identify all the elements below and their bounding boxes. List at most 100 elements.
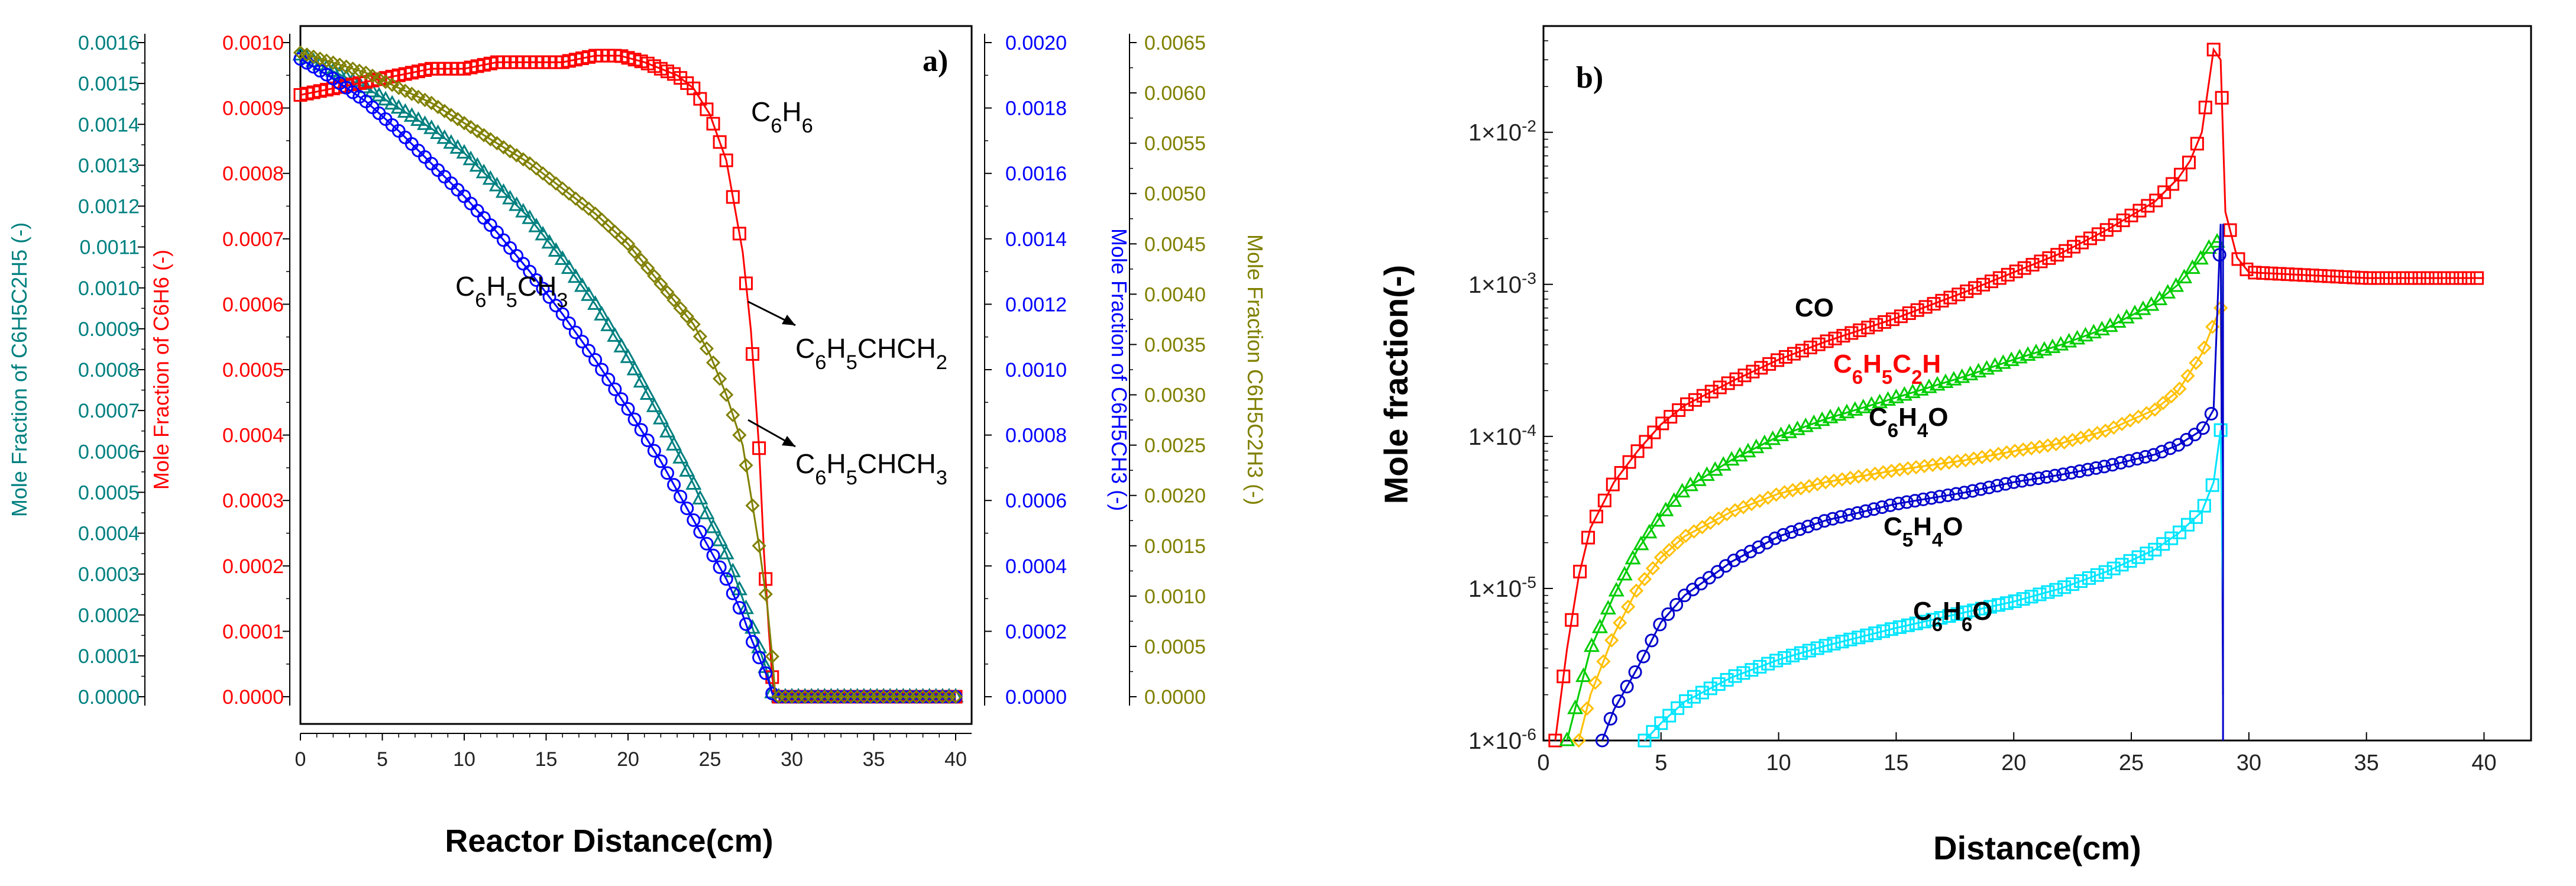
formula-part: 5: [1902, 529, 1913, 551]
marker-C6H6O: [2213, 423, 2228, 437]
marker-C6H5C2H3: [948, 689, 963, 704]
marker-C6H6O: [1942, 609, 1956, 623]
marker-C6H5C2H3: [896, 689, 911, 704]
marker-C6H6O: [1745, 663, 1759, 677]
marker-C6H5C2H5: [515, 203, 532, 218]
marker-CO: [1680, 397, 1694, 411]
marker-C6H5CH3: [765, 686, 779, 700]
marker-C6H5C2H3: [771, 689, 786, 704]
marker-C6H5C2H5: [698, 505, 715, 519]
marker-C5H4O: [1653, 617, 1667, 632]
formula-part: C: [795, 333, 815, 364]
marker-C6H6O: [2033, 587, 2047, 602]
marker-C5H4O: [2204, 407, 2218, 421]
marker-C6H5C2H5: [443, 134, 459, 149]
marker-C6H6O: [2049, 583, 2063, 597]
marker-C6H5C2H3: [876, 689, 891, 704]
label-c6h6: C6H6: [751, 96, 813, 137]
b-x-tick-label: 5: [1655, 751, 1667, 775]
marker-C6H5C2H3: [542, 171, 557, 186]
marker-CO: [1902, 306, 1916, 321]
a-y-axes: 0.00000.00010.00020.00030.00040.00050.00…: [7, 32, 1267, 709]
marker-CO: [1597, 493, 1611, 507]
marker-C5H4O: [2163, 441, 2177, 455]
marker-C6H5C2H3: [765, 649, 779, 664]
marker-C5H4O: [2155, 445, 2169, 459]
marker-C5H4O: [1809, 516, 1823, 531]
marker-C6H5CH3: [726, 586, 740, 600]
marker-C6H5C2H3: [837, 689, 852, 704]
marker-CO: [1952, 287, 1966, 302]
marker-C5H4O: [1826, 512, 1840, 526]
a-x-tick-label: 40: [944, 748, 967, 771]
marker-C5H4O: [1752, 540, 1766, 554]
marker-C6H6O: [1778, 651, 1792, 665]
marker-CO: [2149, 193, 2163, 208]
formula-part: CO: [1795, 293, 1834, 322]
marker-CO: [2091, 227, 2105, 241]
marker-C6H6O: [1934, 611, 1948, 625]
axis-tick-label-eb: 0.0016: [78, 32, 140, 54]
label-c6h4o: C6H4O: [1869, 403, 1949, 441]
marker-C6H6: [713, 135, 727, 149]
marker-C6H5CH3: [582, 344, 596, 358]
marker-C6H5C2H3: [758, 587, 773, 602]
marker-C6H5C2H5: [587, 295, 604, 310]
marker-CO: [2009, 264, 2023, 279]
marker-C5H4O: [1727, 554, 1741, 568]
marker-C6H5C2H5: [488, 176, 505, 192]
marker-C6H5C2H: [2192, 250, 2209, 265]
formula-part: 3: [556, 289, 568, 312]
marker-CO: [1803, 340, 1817, 354]
marker-C6H6O: [1835, 635, 1849, 649]
b-x-tick-label: 30: [2237, 751, 2261, 775]
marker-C5H4O: [1867, 502, 1881, 516]
marker-C6H5C2H5: [535, 225, 551, 241]
axis-title-eb: Mole Fraction of C6H5C2H5 (-): [7, 222, 31, 517]
marker-CO: [2322, 269, 2336, 283]
marker-CO: [1746, 364, 1760, 379]
label-c6h5chch3: C6H5CHCH3: [795, 448, 947, 489]
panel-label-a: a): [923, 44, 948, 78]
marker-C6H4O: [1653, 550, 1668, 565]
axis-tick-label-eb: 0.0002: [78, 604, 140, 627]
marker-C6H5C2H5: [659, 422, 676, 438]
b-series: [1548, 43, 2484, 748]
marker-C5H4O: [1941, 488, 1955, 502]
marker-C6H5C2H3: [719, 387, 734, 402]
marker-C6H5C2H3: [457, 116, 472, 131]
marker-C6H5C2H3: [804, 689, 819, 704]
marker-CO: [2305, 269, 2319, 283]
marker-C6H5CH3: [667, 478, 681, 492]
marker-C6H5C2H: [1583, 637, 1600, 652]
marker-CO: [2264, 266, 2279, 280]
marker-C6H5C2H: [1616, 565, 1633, 581]
marker-C6H6O: [1959, 605, 1973, 619]
panel-b: 0 5 10 15 20 25 30 35 401×10-21×10-31×10-41×10-5…: [1377, 25, 2532, 866]
marker-CO: [1696, 389, 1710, 403]
marker-C6H5C2H5: [724, 562, 741, 577]
marker-C6H5C2H3: [653, 277, 668, 292]
marker-C6H5C2H5: [574, 277, 590, 292]
marker-C6H5C2H: [1591, 618, 1608, 633]
marker-C6H5C2H3: [516, 152, 530, 167]
marker-CO: [1984, 274, 1998, 289]
marker-CO: [1548, 733, 1562, 748]
marker-CO: [1869, 318, 1884, 332]
marker-C6H6: [752, 441, 766, 455]
marker-C6H5C2H3: [477, 128, 491, 143]
marker-C6H5CH3: [516, 257, 530, 271]
marker-C5H4O: [1908, 494, 1922, 508]
b-y-tick-base: 1×10: [1468, 576, 1522, 602]
marker-C6H6O: [1991, 598, 2005, 612]
arrowhead-c6h5chch2: [782, 315, 795, 325]
marker-C6H5CH3: [759, 666, 773, 680]
marker-C6H5C2H: [1575, 667, 1592, 683]
marker-C6H5C2H: [1666, 492, 1682, 507]
marker-C6H5CH3: [680, 501, 694, 515]
marker-C5H4O: [1595, 733, 1609, 748]
marker-C6H5CH3: [608, 382, 622, 396]
marker-C6H5C2H3: [883, 689, 898, 704]
marker-C6H5C2H3: [548, 176, 564, 191]
marker-CO: [1811, 337, 1826, 351]
